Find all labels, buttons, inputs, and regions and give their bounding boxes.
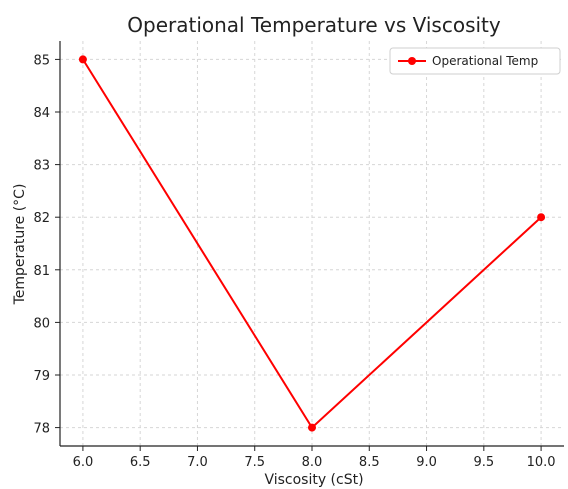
legend-marker [408,57,416,65]
x-tick-label: 9.0 [416,455,437,470]
chart-title: Operational Temperature vs Viscosity [127,13,501,37]
x-axis-label: Viscosity (cSt) [264,472,363,488]
ticks-layer: 6.0 6.5 7.0 7.5 8.0 8.5 9.0 9.5 10.0 78 79 80 81 82 83… [33,53,555,470]
y-tick-label: 85 [33,53,50,68]
x-tick-label: 8.5 [359,455,380,470]
grid-layer [60,41,564,446]
x-tick-label: 9.5 [473,455,494,470]
x-tick-label: 7.5 [244,455,265,470]
data-point [537,213,546,222]
legend-label: Operational Temp [432,54,538,68]
legend: Operational Temp [389,47,561,75]
y-tick-label: 81 [33,264,50,279]
y-tick-label: 80 [33,316,50,331]
y-tick-label: 82 [33,211,50,226]
legend-box [389,47,561,75]
x-tick-label: 7.0 [187,455,208,470]
y-tick-label: 79 [33,369,50,384]
x-tick-label: 6.5 [130,455,151,470]
y-tick-label: 78 [33,422,50,437]
x-tick-label: 8.0 [302,455,323,470]
data-point [78,55,87,64]
data-point [308,423,316,432]
series-layer [78,55,546,432]
x-tick-label: 10.0 [527,455,556,470]
y-tick-label: 84 [33,106,50,121]
y-axis-label: Temperature (°C) [12,184,28,306]
y-tick-label: 83 [33,159,50,174]
x-tick-label: 6.0 [73,455,94,470]
